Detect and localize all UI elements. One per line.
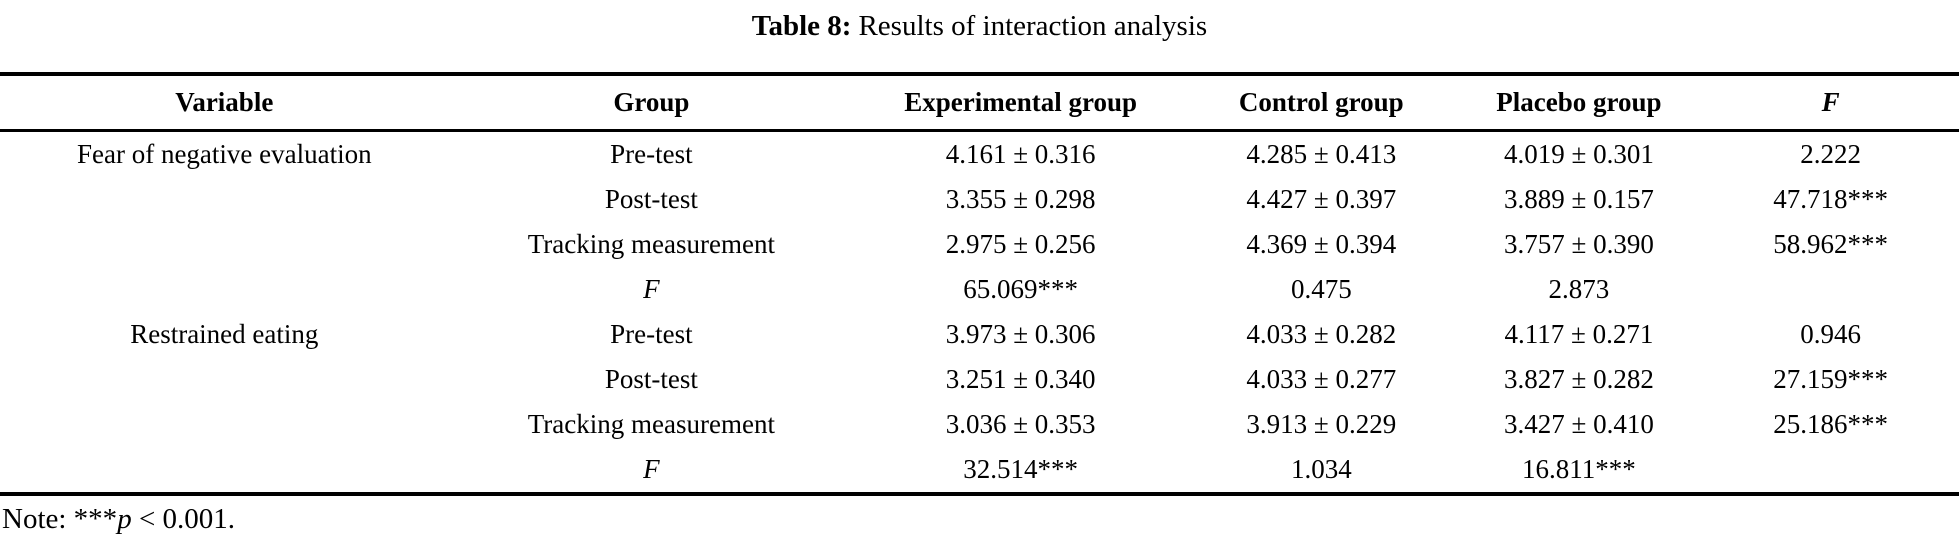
cell-experimental: 2.975 ± 0.256 bbox=[945, 229, 1096, 259]
table-caption-label: Table 8: bbox=[751, 10, 852, 42]
footnote-prefix: Note: *** bbox=[2, 503, 118, 535]
cell-placebo: 3.427 ± 0.410 bbox=[1504, 409, 1654, 439]
cell-placebo: 3.889 ± 0.157 bbox=[1504, 184, 1654, 214]
cell-placebo: 3.827 ± 0.282 bbox=[1504, 364, 1654, 394]
cell-variable bbox=[0, 222, 449, 267]
cell-f: 25.186*** bbox=[1773, 409, 1889, 439]
column-header-group: Group bbox=[448, 74, 855, 132]
cell-experimental: 3.355 ± 0.298 bbox=[945, 184, 1096, 214]
cell-group: Post-test bbox=[604, 184, 698, 214]
table-row: F 32.514*** 1.034 16.811*** bbox=[0, 447, 1959, 494]
cell-control: 1.034 bbox=[1290, 454, 1352, 484]
table-header: Variable Group Experimental group Contro… bbox=[0, 74, 1959, 132]
table-row: Post-test 3.251 ± 0.340 4.033 ± 0.277 3.… bbox=[0, 357, 1959, 402]
table-row: F 65.069*** 0.475 2.873 bbox=[0, 267, 1959, 312]
cell-variable bbox=[0, 447, 449, 494]
cell-f bbox=[1702, 267, 1959, 312]
cell-control: 4.033 ± 0.282 bbox=[1246, 319, 1397, 349]
cell-f: 27.159*** bbox=[1773, 364, 1889, 394]
cell-control: 4.427 ± 0.397 bbox=[1246, 184, 1397, 214]
cell-experimental: 3.973 ± 0.306 bbox=[945, 319, 1096, 349]
cell-group: F bbox=[643, 274, 660, 304]
cell-group: Pre-test bbox=[610, 319, 693, 349]
cell-experimental: 3.036 ± 0.353 bbox=[945, 409, 1096, 439]
cell-placebo: 4.117 ± 0.271 bbox=[1504, 319, 1654, 349]
cell-placebo: 4.019 ± 0.301 bbox=[1504, 139, 1654, 169]
cell-experimental: 32.514*** bbox=[963, 454, 1078, 484]
cell-group: Tracking measurement bbox=[527, 229, 775, 259]
cell-experimental: 65.069*** bbox=[963, 274, 1078, 304]
cell-variable bbox=[0, 402, 449, 447]
column-header-experimental: Experimental group bbox=[854, 74, 1188, 132]
table-row: Fear of negative evaluation Pre-test 4.1… bbox=[0, 131, 1959, 178]
footnote-rest: < 0.001. bbox=[131, 503, 236, 535]
cell-f: 2.222 bbox=[1800, 139, 1862, 169]
cell-f bbox=[1702, 447, 1959, 494]
cell-control: 3.913 ± 0.229 bbox=[1246, 409, 1397, 439]
cell-f: 58.962*** bbox=[1773, 229, 1889, 259]
cell-variable bbox=[0, 357, 449, 402]
cell-variable bbox=[0, 267, 449, 312]
cell-variable: Restrained eating bbox=[130, 319, 319, 349]
cell-control: 4.285 ± 0.413 bbox=[1246, 139, 1397, 169]
results-table: Variable Group Experimental group Contro… bbox=[0, 72, 1959, 496]
table-row: Tracking measurement 3.036 ± 0.353 3.913… bbox=[0, 402, 1959, 447]
table-body: Fear of negative evaluation Pre-test 4.1… bbox=[0, 131, 1959, 495]
footnote-p-symbol: p bbox=[117, 503, 132, 535]
cell-f: 0.946 bbox=[1800, 319, 1862, 349]
cell-variable: Fear of negative evaluation bbox=[76, 139, 372, 169]
cell-group: F bbox=[643, 454, 660, 484]
cell-placebo: 16.811*** bbox=[1522, 454, 1636, 484]
cell-f: 47.718*** bbox=[1773, 184, 1889, 214]
cell-placebo: 2.873 bbox=[1548, 274, 1610, 304]
table-row: Tracking measurement 2.975 ± 0.256 4.369… bbox=[0, 222, 1959, 267]
table-caption-text: Results of interaction analysis bbox=[858, 10, 1208, 42]
cell-control: 4.369 ± 0.394 bbox=[1246, 229, 1397, 259]
cell-group: Post-test bbox=[604, 364, 698, 394]
cell-group: Tracking measurement bbox=[527, 409, 775, 439]
table-row: Restrained eating Pre-test 3.973 ± 0.306… bbox=[0, 312, 1959, 357]
column-header-variable: Variable bbox=[0, 74, 449, 132]
column-header-control: Control group bbox=[1187, 74, 1456, 132]
cell-experimental: 3.251 ± 0.340 bbox=[945, 364, 1096, 394]
column-header-f: F bbox=[1702, 74, 1959, 132]
header-row: Variable Group Experimental group Contro… bbox=[0, 74, 1959, 132]
table-row: Post-test 3.355 ± 0.298 4.427 ± 0.397 3.… bbox=[0, 177, 1959, 222]
cell-control: 0.475 bbox=[1290, 274, 1352, 304]
table-caption: Table 8: Results of interaction analysis bbox=[0, 0, 1959, 72]
cell-control: 4.033 ± 0.277 bbox=[1246, 364, 1397, 394]
column-header-placebo: Placebo group bbox=[1455, 74, 1703, 132]
cell-variable bbox=[0, 177, 449, 222]
cell-group: Pre-test bbox=[610, 139, 693, 169]
cell-experimental: 4.161 ± 0.316 bbox=[945, 139, 1096, 169]
table-footnote: Note: ***p < 0.001. bbox=[0, 496, 1959, 536]
cell-placebo: 3.757 ± 0.390 bbox=[1504, 229, 1654, 259]
